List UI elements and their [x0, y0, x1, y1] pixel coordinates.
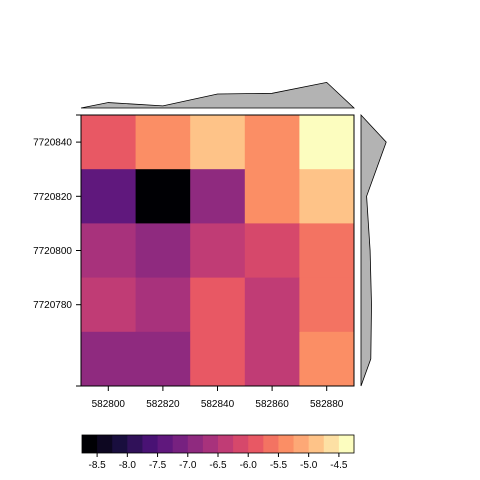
- colorbar-swatch: [172, 435, 189, 453]
- top-marginal-profile: [80, 81, 356, 109]
- top-profile-area: [80, 81, 356, 109]
- heatmap-cell: [81, 169, 137, 224]
- colorbar-swatch: [218, 435, 234, 453]
- colorbar-swatch: [82, 435, 98, 453]
- y-axis: 7720840 7720820 7720800 7720780: [33, 114, 81, 387]
- heatmap-cell: [135, 223, 191, 279]
- x-tick-label: 582840: [201, 399, 235, 410]
- heatmap-cell: [190, 277, 246, 333]
- colorbar-swatch: [293, 435, 310, 453]
- heatmap-cell: [190, 115, 246, 170]
- colorbar-swatch: [323, 435, 340, 453]
- colorbar-swatch: [233, 435, 249, 453]
- right-profile-area: [360, 113, 387, 387]
- colorbar-swatch: [308, 435, 325, 453]
- colorbar-tick-label: -5.0: [300, 460, 318, 471]
- colorbar-swatch: [338, 435, 355, 453]
- colorbar-tick-label: -6.0: [240, 460, 258, 471]
- colorbar-tick-label: -5.5: [270, 460, 288, 471]
- x-tick-label: 582800: [92, 399, 126, 410]
- colorbar-tick-label: -8.5: [88, 460, 106, 471]
- heatmap-cells: [81, 115, 355, 387]
- x-axis: 582800 582820 582840 582860 582880: [92, 386, 344, 410]
- right-marginal-profile: [360, 113, 387, 387]
- heatmap-cell: [299, 331, 355, 387]
- colorbar-swatch: [187, 435, 204, 453]
- colorbar-swatch: [263, 435, 279, 453]
- y-tick-label: 7720840: [33, 138, 72, 149]
- heatmap-cell: [135, 115, 191, 170]
- colorbar-swatch: [278, 435, 295, 453]
- y-tick-label: 7720780: [33, 300, 72, 311]
- heatmap-cell: [81, 115, 137, 170]
- heatmap-cell: [81, 277, 137, 333]
- x-tick-label: 582880: [310, 399, 344, 410]
- colorbar-swatch: [127, 435, 143, 453]
- heatmap-cell: [135, 331, 191, 387]
- heatmap-cell: [244, 169, 300, 224]
- heatmap-cell: [244, 277, 300, 333]
- heatmap-cell: [299, 115, 355, 170]
- y-tick-label: 7720820: [33, 192, 72, 203]
- colorbar-tick-label: -7.0: [179, 460, 197, 471]
- colorbar-tick-label: -8.0: [119, 460, 137, 471]
- colorbar-swatch: [202, 435, 219, 453]
- heatmap-cell: [299, 169, 355, 224]
- heatmap-cell: [244, 115, 300, 170]
- colorbar-swatch: [142, 435, 159, 453]
- y-tick-label: 7720800: [33, 246, 72, 257]
- heatmap-cell: [244, 331, 300, 387]
- heatmap-cell: [190, 223, 246, 279]
- colorbar-tick-label: -4.5: [330, 460, 348, 471]
- x-tick-label: 582820: [146, 399, 180, 410]
- heatmap-cell: [299, 223, 355, 279]
- heatmap-cell: [299, 277, 355, 333]
- colorbar-swatch: [248, 435, 264, 453]
- colorbar-swatch: [157, 435, 174, 453]
- colorbar-legend: -8.5 -8.0 -7.5 -7.0 -6.5 -6.0 -5.5 -5.0 -4.5: [81, 434, 355, 471]
- heatmap-cell: [135, 169, 191, 224]
- colorbar-swatch: [97, 435, 113, 453]
- heatmap-cell: [190, 169, 246, 224]
- x-tick-label: 582860: [255, 399, 289, 410]
- colorbar-tick-label: -6.5: [209, 460, 227, 471]
- heatmap-cell: [135, 277, 191, 333]
- colorbar-tick-label: -7.5: [149, 460, 167, 471]
- heatmap-cell: [190, 331, 246, 387]
- heatmap-cell: [244, 223, 300, 279]
- colorbar-swatch: [112, 435, 128, 453]
- heatmap-cell: [81, 331, 137, 387]
- heatmap-cell: [81, 223, 137, 279]
